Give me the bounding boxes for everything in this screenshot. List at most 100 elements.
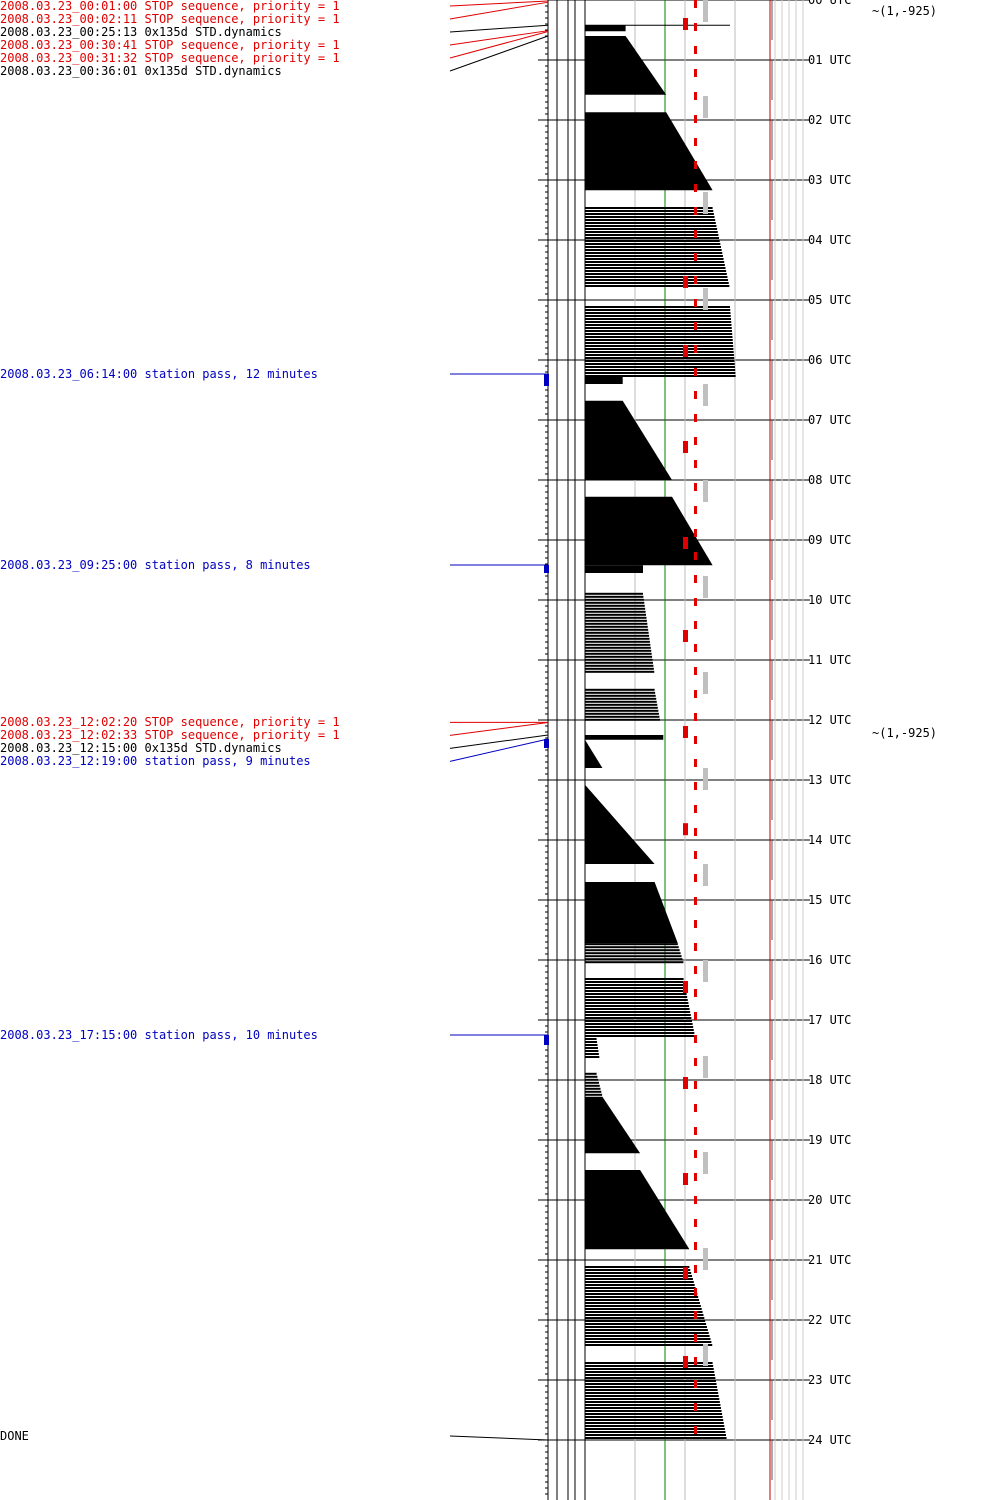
recorder-block-stripe xyxy=(585,339,733,341)
event-connector xyxy=(449,738,549,762)
recorder-block-stripe xyxy=(585,1431,726,1433)
recorder-block-stripe xyxy=(585,1308,702,1310)
recorder-block-stripe xyxy=(585,309,731,311)
recorder-block-stripe xyxy=(585,628,649,631)
red-marker xyxy=(683,1173,688,1185)
recorder-block-stripe xyxy=(585,1416,723,1418)
red-dash xyxy=(694,667,697,675)
recorder-block-stripe xyxy=(585,643,651,646)
recorder-block-stripe xyxy=(585,691,656,694)
recorder-block-stripe xyxy=(585,243,721,245)
recorder-block-stripe xyxy=(585,237,720,239)
red-dash xyxy=(694,1081,697,1089)
event-label: DONE xyxy=(0,1429,29,1443)
recorder-block-stripe xyxy=(585,315,731,317)
hour-label: 14 UTC xyxy=(808,833,852,847)
recorder-block-stripe xyxy=(585,216,715,218)
red-dash xyxy=(694,207,697,215)
red-marker xyxy=(683,823,688,836)
recorder-block-stripe xyxy=(585,1017,692,1019)
red-dash xyxy=(694,920,697,928)
recorder-block-stripe xyxy=(585,652,652,655)
recorder-block-stripe xyxy=(585,1320,706,1322)
recorder-block-stripe xyxy=(585,273,727,275)
recorder-block-stripe xyxy=(585,363,735,365)
red-dash xyxy=(694,276,697,284)
hour-label: 00 UTC xyxy=(808,0,852,7)
red-dash xyxy=(694,966,697,974)
recorder-block-stripe xyxy=(585,1081,599,1084)
red-dash xyxy=(694,897,697,905)
red-dash xyxy=(694,460,697,468)
recorder-block-stripe xyxy=(585,261,725,263)
recorder-block xyxy=(585,376,623,384)
recorder-block xyxy=(585,25,626,32)
recorder-block-stripe xyxy=(585,1341,712,1343)
recorder-block xyxy=(585,784,655,864)
recorder-block-stripe xyxy=(585,1269,691,1271)
red-dash xyxy=(694,1173,697,1181)
hour-label: 19 UTC xyxy=(808,1133,852,1147)
recorder-block-stripe xyxy=(585,231,718,233)
red-dash xyxy=(694,851,697,859)
gray-dash xyxy=(703,192,708,214)
stop-sequence-label: 2008.03.23_12:02:33 STOP sequence, prior… xyxy=(0,728,340,743)
recorder-block-stripe xyxy=(585,1323,707,1325)
gray-dash xyxy=(703,0,708,22)
recorder-block-stripe xyxy=(585,640,650,643)
station-pass-marker xyxy=(544,739,549,749)
recorder-block-stripe xyxy=(585,1087,601,1090)
recorder-block-stripe xyxy=(585,366,735,368)
recorder-block-stripe xyxy=(585,1335,710,1337)
red-dash xyxy=(694,1426,697,1434)
recorder-block-stripe xyxy=(585,1434,726,1436)
recorder-block-stripe xyxy=(585,1362,713,1364)
recorder-block xyxy=(585,735,664,740)
red-dash xyxy=(694,1357,697,1365)
event-connector xyxy=(449,35,549,72)
recorder-block-stripe xyxy=(585,312,731,314)
recorder-block-stripe xyxy=(585,1032,695,1034)
recorder-block-stripe xyxy=(585,1302,700,1304)
station-pass-marker xyxy=(544,373,549,386)
red-marker xyxy=(683,981,688,993)
red-dash xyxy=(694,1035,697,1043)
recorder-block-stripe xyxy=(585,607,646,610)
red-dash xyxy=(694,943,697,951)
red-dash xyxy=(694,322,697,330)
red-dash xyxy=(694,1334,697,1342)
recorder-block-stripe xyxy=(585,1026,694,1028)
recorder-block-stripe xyxy=(585,369,736,371)
red-dash xyxy=(694,1403,697,1411)
recorder-block-stripe xyxy=(585,688,655,691)
recorder-block-stripe xyxy=(585,372,736,374)
recorder-block-stripe xyxy=(585,234,719,236)
recorder-block-stripe xyxy=(585,1011,691,1013)
recorder-block-stripe xyxy=(585,984,685,986)
red-marker xyxy=(683,1267,688,1280)
gray-dash xyxy=(703,864,708,886)
red-marker xyxy=(683,276,688,288)
stop-sequence-label: 2008.03.23_00:01:00 STOP sequence, prior… xyxy=(0,0,340,13)
station-pass-label: 2008.03.23_12:19:00 station pass, 9 minu… xyxy=(0,754,311,769)
recorder-block-stripe xyxy=(585,1035,695,1037)
red-dash xyxy=(694,1311,697,1319)
recorder-fill-blocks xyxy=(585,24,736,1439)
recorder-block-stripe xyxy=(585,1392,719,1394)
recorder-block-stripe xyxy=(585,700,657,703)
recorder-block xyxy=(585,112,713,191)
recorder-block-stripe xyxy=(585,1425,725,1427)
recorder-block-stripe xyxy=(585,1084,600,1087)
recorder-block-stripe xyxy=(585,255,723,257)
recorder-block-stripe xyxy=(585,345,734,347)
event-label: 2008.03.23_00:25:13 0x135d STD.dynamics xyxy=(0,25,282,39)
recorder-block-stripe xyxy=(585,1386,718,1388)
red-marker xyxy=(683,441,688,453)
recorder-block-stripe xyxy=(585,267,726,269)
hour-label: 16 UTC xyxy=(808,953,852,967)
hour-label: 21 UTC xyxy=(808,1253,852,1267)
recorder-block-stripe xyxy=(585,1093,603,1096)
stop-sequence-label: 2008.03.23_00:31:32 STOP sequence, prior… xyxy=(0,51,340,65)
recorder-block-stripe xyxy=(585,1413,723,1415)
hour-label: 12 UTC xyxy=(808,713,852,727)
